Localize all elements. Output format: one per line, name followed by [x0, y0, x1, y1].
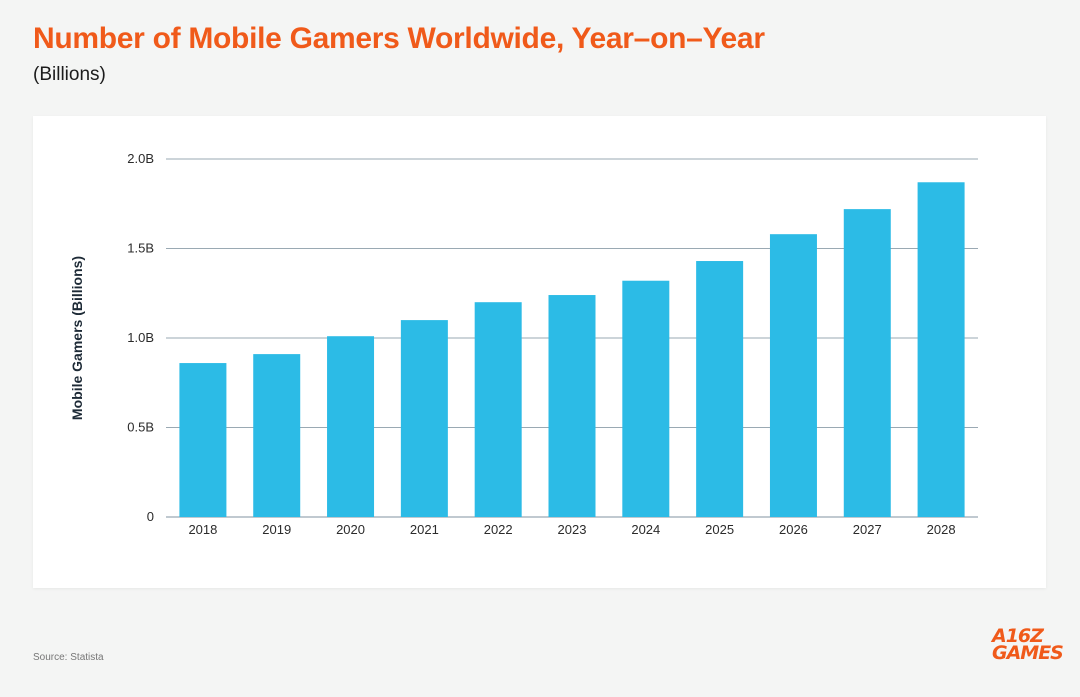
bars: [179, 182, 965, 517]
source-note: Source: Statista: [33, 652, 104, 663]
y-tick-label: 1.5B: [127, 241, 154, 256]
x-tick-label: 2024: [631, 522, 660, 537]
y-tick-label: 2.0B: [127, 151, 154, 166]
x-tick-label: 2018: [188, 522, 217, 537]
y-tick-label: 0.5B: [127, 420, 154, 435]
bar-2026: [769, 234, 817, 517]
bar-chart: 00.5B1.0B1.5B2.0B 2018 2019 2020 2021 2022 20…: [69, 151, 978, 537]
bar-2019: [253, 354, 301, 517]
a16z-games-logo: A16Z GAMES: [992, 625, 1064, 664]
logo-line-1: A16Z: [992, 625, 1044, 647]
bar-2022: [474, 302, 522, 517]
chart-title: Number of Mobile Gamers Worldwide, Year–…: [33, 22, 765, 55]
y-tick-label: 1.0B: [127, 330, 154, 345]
x-tick-label: 2020: [336, 522, 365, 537]
bar-2025: [696, 261, 744, 517]
chart-card: 0 0.5B 1.0B 1.5B 2.0B 2018 2019 2020 2021 2022 20…: [33, 116, 1046, 588]
y-axis-ticks: 0 0.5B 1.0B 1.5B 2.0B: [127, 151, 154, 524]
x-tick-label: 2023: [558, 522, 587, 537]
bar-2018: [179, 363, 227, 517]
x-tick-label: 2021: [410, 522, 439, 537]
x-tick-label: 2027: [853, 522, 882, 537]
logo-line-2: GAMES: [992, 642, 1064, 664]
y-tick-label: 0: [147, 509, 154, 524]
x-tick-label: 2022: [484, 522, 513, 537]
bar-2020: [327, 336, 375, 517]
bar-2027: [843, 209, 891, 517]
x-tick-label: 2025: [705, 522, 734, 537]
y-axis-title: Mobile Gamers (Billions): [69, 256, 85, 420]
bar-2024: [622, 280, 670, 517]
x-axis-ticks: 2018 2019 2020 2021 2022 2023 2024 2025 2026 2027…: [188, 522, 955, 537]
x-tick-label: 2026: [779, 522, 808, 537]
bar-2023: [548, 295, 596, 517]
chart-subtitle: (Billions): [33, 64, 106, 85]
x-tick-label: 2028: [927, 522, 956, 537]
x-tick-label: 2019: [262, 522, 291, 537]
bar-2021: [400, 320, 448, 517]
bar-2028: [917, 182, 965, 517]
